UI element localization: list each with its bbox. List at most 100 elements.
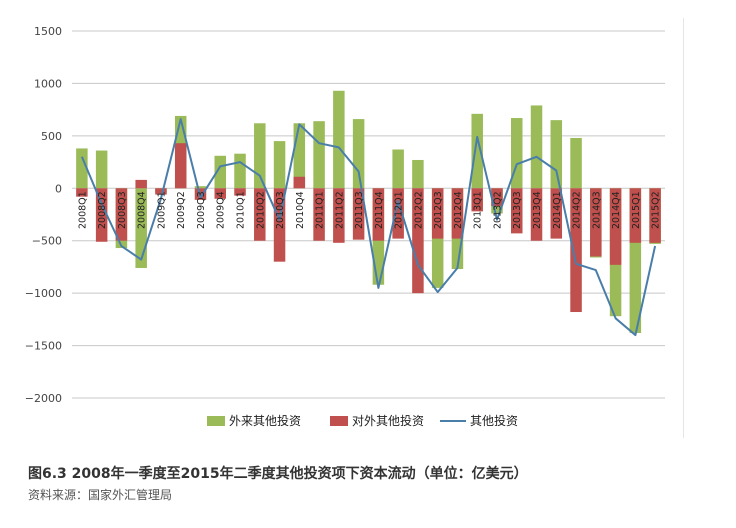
net-line xyxy=(80,118,657,337)
inflow-bar xyxy=(313,121,325,189)
outflow-bar xyxy=(174,143,187,189)
x-category-label: 2010Q3 xyxy=(275,191,286,229)
outflow-bar xyxy=(313,188,325,241)
outflow-bar xyxy=(649,188,661,243)
inflow-bar xyxy=(76,148,88,189)
x-category-label: 2012Q2 xyxy=(413,191,424,229)
x-category-label: 2011Q1 xyxy=(315,191,326,229)
x-axis-categories: 2008Q1 2008Q2 2008Q3 2008Q4 2009Q1 2009Q2 2009… xyxy=(77,191,661,229)
inflow-bar xyxy=(412,159,424,189)
inflow-bar xyxy=(273,141,286,189)
inflow-bar xyxy=(254,123,266,189)
y-tick-label: 1000 xyxy=(34,77,62,90)
x-category-label: 2008Q4 xyxy=(137,191,148,229)
y-tick-label: 1500 xyxy=(34,25,62,38)
outflow-bar xyxy=(451,188,464,239)
outflow-bar xyxy=(234,188,246,196)
outflow-bar xyxy=(115,188,128,241)
y-axis-ticks: 1500 1000 500 0 −500 −1000 −1500 −2000 xyxy=(25,25,62,405)
outflow-bar xyxy=(570,188,582,313)
outflow-bar xyxy=(412,188,424,294)
bars xyxy=(76,90,661,333)
x-category-label: 2012Q1 xyxy=(394,191,405,229)
legend-label: 其他投资 xyxy=(470,413,518,428)
outflow-bar xyxy=(431,188,444,239)
inflow-bar xyxy=(333,90,345,189)
y-tick-label: −500 xyxy=(32,235,62,248)
x-category-label: 2011Q3 xyxy=(354,191,365,229)
x-category-label: 2008Q2 xyxy=(97,191,108,229)
x-category-label: 2015Q2 xyxy=(651,191,662,229)
outflow-bar xyxy=(214,188,226,199)
inflow-bar xyxy=(511,118,523,189)
outflow-bar xyxy=(293,176,306,189)
legend: 外来其他投资 对外其他投资 其他投资 xyxy=(207,413,518,428)
x-category-label: 2009Q3 xyxy=(196,191,207,229)
x-category-label: 2010Q1 xyxy=(236,191,247,229)
y-tick-label: −1000 xyxy=(25,287,62,300)
inflow-bar xyxy=(293,123,306,189)
x-category-label: 2009Q2 xyxy=(176,191,187,229)
outflow-bar xyxy=(550,188,563,239)
inflow-bar xyxy=(135,188,147,268)
outflow-bar xyxy=(590,188,602,257)
x-category-label: 2012Q3 xyxy=(433,191,444,229)
inflow-bar xyxy=(352,119,365,189)
inflow-bar xyxy=(570,137,582,189)
chart-area: 1500 1000 500 0 −500 −1000 −1500 −2000 2008Q1 20… xyxy=(25,18,684,438)
x-category-label: 2010Q2 xyxy=(255,191,266,229)
net-investment-line xyxy=(80,118,657,337)
inflow-bar xyxy=(214,155,226,189)
legend-swatch xyxy=(207,416,225,426)
x-category-label: 2014Q3 xyxy=(591,191,602,229)
x-category-label: 2013Q3 xyxy=(512,191,523,229)
outflow-bar xyxy=(254,188,266,241)
outflow-bar xyxy=(629,188,642,243)
figure-border xyxy=(683,18,684,438)
outflow-bar xyxy=(352,188,365,240)
legend-label: 外来其他投资 xyxy=(229,413,301,428)
outflow-bar xyxy=(530,188,543,241)
outflow-bar xyxy=(155,188,167,195)
outflow-bar xyxy=(491,188,503,207)
outflow-bar xyxy=(392,188,404,239)
figure-caption: 图6.3 2008年一季度至2015年二季度其他投资项下资本流动（单位：亿美元） xyxy=(28,466,528,482)
x-category-label: 2010Q4 xyxy=(295,191,306,229)
legend-label: 对外其他投资 xyxy=(352,413,424,428)
x-category-label: 2014Q2 xyxy=(572,191,583,229)
x-category-label: 2014Q1 xyxy=(552,191,563,229)
y-tick-label: 500 xyxy=(41,130,62,143)
y-tick-label: −2000 xyxy=(25,392,62,405)
outflow-bar xyxy=(333,188,345,243)
x-category-label: 2009Q4 xyxy=(216,191,227,229)
outflow-bar xyxy=(471,188,483,212)
y-tick-label: −1500 xyxy=(25,340,62,353)
y-tick-label: 0 xyxy=(55,182,62,195)
inflow-bar xyxy=(95,150,108,189)
inflow-bar xyxy=(471,113,483,189)
x-category-label: 2013Q1 xyxy=(473,191,484,229)
outflow-bar xyxy=(135,179,147,189)
gridlines xyxy=(72,30,665,399)
inflow-bar xyxy=(629,188,642,333)
x-category-label: 2012Q4 xyxy=(453,191,464,229)
x-category-label: 2014Q4 xyxy=(611,191,622,229)
outflow-bar xyxy=(76,188,88,197)
x-category-label: 2011Q2 xyxy=(334,191,345,229)
x-category-label: 2013Q2 xyxy=(492,191,503,229)
figure-source: 资料来源：国家外汇管理局 xyxy=(28,488,173,502)
x-category-label: 2008Q3 xyxy=(117,191,128,229)
inflow-bar xyxy=(530,105,543,189)
inflow-bar xyxy=(234,153,246,189)
x-category-label: 2015Q1 xyxy=(631,191,642,229)
x-category-label: 2009Q1 xyxy=(156,191,167,229)
outflow-bar xyxy=(273,188,286,262)
inflow-bar xyxy=(550,120,563,189)
x-category-label: 2008Q1 xyxy=(77,191,88,229)
inflow-bar xyxy=(194,186,207,189)
legend-swatch xyxy=(330,416,348,426)
outflow-bar xyxy=(372,188,385,241)
inflow-bar xyxy=(392,149,404,189)
outflow-bar xyxy=(511,188,523,234)
